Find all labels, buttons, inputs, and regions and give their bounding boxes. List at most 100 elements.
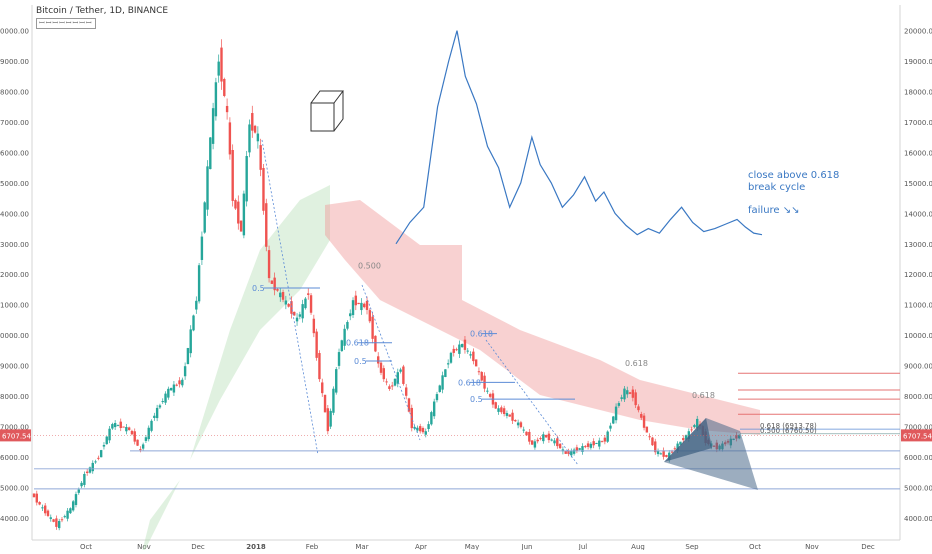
price-tag-left-text: 6707.54	[2, 432, 31, 440]
candle-body	[589, 443, 593, 448]
candle-body	[516, 422, 520, 426]
candle-body	[323, 394, 327, 413]
fib-label: 0.618	[692, 391, 715, 400]
candle-body	[547, 433, 551, 441]
candle-body	[620, 397, 623, 399]
x-tick-label: Nov	[137, 543, 151, 550]
candle-body	[265, 203, 268, 247]
candle-body	[393, 378, 397, 386]
candle-body	[570, 450, 573, 456]
candle-body	[245, 156, 248, 202]
candle-body	[421, 428, 425, 433]
y-tick-right: 13000.00	[904, 241, 932, 249]
candle-body	[396, 372, 399, 384]
candle-body	[684, 435, 688, 440]
candle-body	[418, 426, 422, 432]
y-tick-right: 4000.00	[904, 515, 932, 523]
candle-body	[435, 394, 439, 401]
candle-body	[578, 448, 581, 450]
candle-body	[586, 443, 590, 447]
candle-body	[427, 424, 430, 430]
candle-body	[567, 450, 570, 454]
candle-body	[469, 354, 472, 356]
candle-body	[463, 339, 467, 350]
y-tick-right: 8000.00	[904, 393, 932, 401]
candle-body	[38, 502, 41, 505]
candle-body	[318, 353, 321, 380]
candle-body	[654, 441, 657, 453]
candle-body	[108, 428, 111, 441]
candle-body	[214, 82, 218, 117]
harmonic-pattern	[664, 418, 758, 490]
candle-body	[466, 350, 469, 352]
candle-body	[600, 441, 604, 443]
candle-body	[276, 289, 279, 291]
y-tick-left: 18000.00	[0, 89, 29, 97]
candle-body	[530, 440, 534, 445]
candle-body	[304, 298, 307, 309]
candle-body	[326, 408, 330, 432]
candle-body	[253, 125, 257, 133]
candle-body	[116, 425, 120, 427]
x-tick-label: Oct	[749, 543, 761, 550]
candle-body	[365, 300, 369, 310]
candle-body	[94, 461, 97, 463]
y-tick-right: 9000.00	[904, 363, 932, 371]
y-tick-right: 20000.00	[904, 28, 932, 36]
candle-body	[49, 517, 52, 519]
candle-body	[673, 448, 677, 450]
candle-body	[368, 310, 372, 322]
candle-body	[371, 316, 374, 339]
candle-body	[102, 444, 106, 447]
x-tick-label: Nov	[805, 543, 819, 550]
candle-body	[584, 446, 587, 448]
candle-body	[175, 384, 178, 386]
candle-body	[550, 439, 553, 441]
y-tick-right: 17000.00	[904, 119, 932, 127]
candle-body	[301, 304, 304, 319]
y-tick-right: 5000.00	[904, 484, 932, 492]
candle-body	[141, 444, 145, 449]
candle-body	[374, 335, 377, 352]
candle-body	[35, 493, 38, 503]
candle-body	[155, 407, 159, 419]
y-tick-left: 15000.00	[0, 180, 29, 188]
candle-body	[455, 349, 458, 351]
x-tick-label: Sep	[685, 543, 699, 550]
candle-body	[363, 303, 366, 308]
candle-body	[239, 220, 243, 232]
candle-body	[486, 390, 489, 392]
candle-body	[525, 431, 528, 436]
candle-body	[460, 344, 464, 348]
y-tick-right: 15000.00	[904, 180, 932, 188]
candle-body	[662, 450, 665, 457]
x-tick-label: 2018	[246, 543, 266, 550]
candle-body	[281, 292, 285, 300]
candle-body	[668, 452, 671, 461]
candle-body	[522, 429, 525, 431]
bullish-cloud	[141, 185, 330, 554]
candle-body	[404, 387, 408, 396]
y-tick-left: 9000.00	[0, 363, 29, 371]
candle-body	[474, 359, 478, 367]
candle-body	[690, 429, 693, 431]
x-tick-label: Jun	[521, 543, 533, 550]
candle-body	[312, 318, 316, 334]
fib-label: 0.618	[625, 359, 648, 368]
candle-body	[158, 405, 162, 408]
candle-body	[665, 455, 668, 458]
x-tick-label: Dec	[861, 543, 875, 550]
cube-icon-front	[310, 102, 335, 132]
candle-body	[553, 440, 556, 444]
candle-body	[186, 348, 190, 365]
candle-body	[97, 457, 100, 459]
candle-body	[385, 381, 388, 383]
candle-body	[377, 356, 380, 364]
annotation-text: break cycle	[748, 182, 805, 193]
candle-body	[150, 420, 153, 431]
candle-body	[284, 300, 288, 305]
candle-body	[477, 371, 481, 373]
symbol-title: Bitcoin / Tether, 1D, BINANCE	[36, 6, 169, 16]
